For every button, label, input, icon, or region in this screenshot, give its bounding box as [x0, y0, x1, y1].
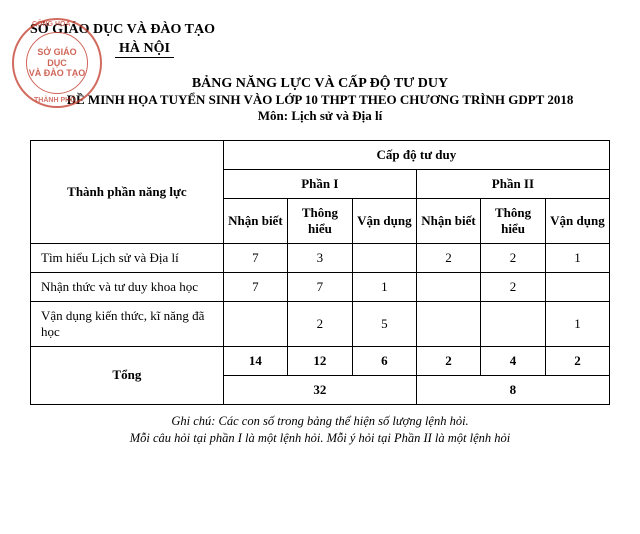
total-label: Tổng: [31, 346, 224, 404]
subcol-3: Nhận biết: [416, 198, 480, 243]
total-cell: 4: [481, 346, 546, 375]
footnote-line2: Mỗi câu hỏi tại phần I là một lệnh hỏi. …: [130, 431, 511, 445]
stamp-arc-top: CỘNG HÒA: [32, 21, 71, 28]
total-cell: 14: [223, 346, 287, 375]
total-cell: 2: [545, 346, 609, 375]
title-sub: ĐỀ MINH HỌA TUYỂN SINH VÀO LỚP 10 THPT T…: [30, 92, 610, 108]
cell: 1: [352, 272, 416, 301]
total-cell: 6: [352, 346, 416, 375]
row-2-label: Vận dụng kiến thức, kĩ năng đã học: [31, 301, 224, 346]
title-block: BẢNG NĂNG LỰC VÀ CẤP ĐỘ TƯ DUY ĐỀ MINH H…: [30, 76, 610, 124]
stamp-arc-bottom: THÀNH PHỐ: [34, 97, 76, 104]
footnote-line1: Ghi chú: Các con số trong bảng thể hiện …: [171, 414, 468, 428]
row-0-label: Tìm hiểu Lịch sử và Địa lí: [31, 243, 224, 272]
cell: 3: [288, 243, 353, 272]
cell: 1: [545, 301, 609, 346]
cell: [352, 243, 416, 272]
subcol-5: Vận dụng: [545, 198, 609, 243]
subcol-0: Nhận biết: [223, 198, 287, 243]
row-1-label: Nhận thức và tư duy khoa học: [31, 272, 224, 301]
col-competency: Thành phần năng lực: [31, 140, 224, 243]
official-stamp: CỘNG HÒA SỞ GIÁO DỤC VÀ ĐÀO TẠO THÀNH PH…: [12, 18, 102, 108]
total-row: Tổng 14 12 6 2 4 2: [31, 346, 610, 375]
subcol-2: Vận dụng: [352, 198, 416, 243]
cell: 2: [481, 243, 546, 272]
cell: 2: [416, 243, 480, 272]
grand-0: 32: [223, 375, 416, 404]
grand-1: 8: [416, 375, 609, 404]
table-row: Nhận thức và tư duy khoa học 7 7 1 2: [31, 272, 610, 301]
cell: 1: [545, 243, 609, 272]
col-part1: Phần I: [223, 169, 416, 198]
subcol-1: Thông hiểu: [288, 198, 353, 243]
total-cell: 12: [288, 346, 353, 375]
cell: 2: [288, 301, 353, 346]
col-part2: Phần II: [416, 169, 609, 198]
col-level: Cấp độ tư duy: [223, 140, 609, 169]
table-row: Tìm hiểu Lịch sử và Địa lí 7 3 2 2 1: [31, 243, 610, 272]
cell: 7: [223, 272, 287, 301]
cell: 2: [481, 272, 546, 301]
table-row: Vận dụng kiến thức, kĩ năng đã học 2 5 1: [31, 301, 610, 346]
cell: 7: [223, 243, 287, 272]
title-subject: Môn: Lịch sử và Địa lí: [30, 108, 610, 124]
total-cell: 2: [416, 346, 480, 375]
cell: [545, 272, 609, 301]
cell: 7: [288, 272, 353, 301]
cell: [416, 272, 480, 301]
subcol-4: Thông hiểu: [481, 198, 546, 243]
cell: [481, 301, 546, 346]
cell: [223, 301, 287, 346]
org-name: SỞ GIÁO DỤC VÀ ĐÀO TẠO: [30, 20, 610, 40]
cell: [416, 301, 480, 346]
footnote: Ghi chú: Các con số trong bảng thể hiện …: [30, 413, 610, 448]
cell: 5: [352, 301, 416, 346]
competency-table: Thành phần năng lực Cấp độ tư duy Phần I…: [30, 140, 610, 405]
title-main: BẢNG NĂNG LỰC VÀ CẤP ĐỘ TƯ DUY: [30, 76, 610, 92]
stamp-center-text: SỞ GIÁO DỤC VÀ ĐÀO TẠO: [27, 47, 87, 78]
city-name: HÀ NỘI: [115, 41, 174, 58]
